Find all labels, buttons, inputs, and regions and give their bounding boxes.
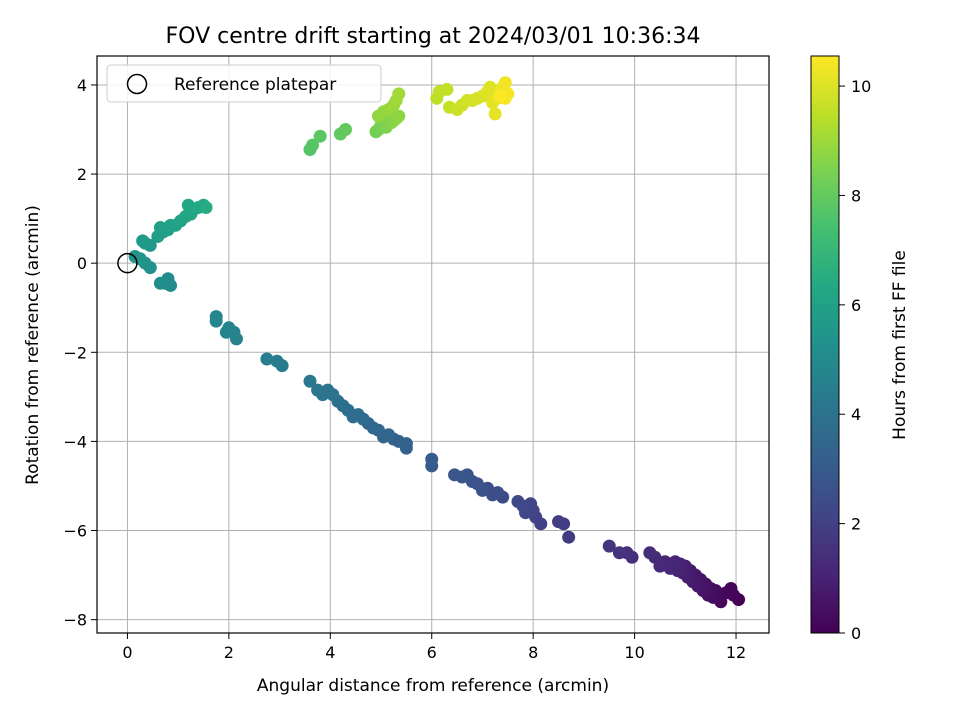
data-point <box>199 200 213 214</box>
data-point <box>303 374 317 388</box>
data-point <box>483 80 497 94</box>
data-point <box>488 107 502 121</box>
data-point <box>392 109 406 123</box>
data-point <box>209 310 223 324</box>
x-tick-label: 2 <box>224 643 234 662</box>
colorbar-label: Hours from first FF file <box>890 250 910 440</box>
data-point <box>313 129 327 143</box>
x-tick-label: 12 <box>726 643 746 662</box>
data-point <box>612 546 626 560</box>
colorbar-gradient <box>810 55 840 634</box>
data-point <box>448 468 462 482</box>
data-points <box>128 76 746 609</box>
colorbar-tick-label: 4 <box>851 405 861 424</box>
colorbar-tick-label: 10 <box>851 77 871 96</box>
y-axis-label: Rotation from reference (arcmin) <box>23 205 43 485</box>
y-tick-label: −6 <box>63 522 87 541</box>
colorbar-tick-label: 8 <box>851 186 861 205</box>
y-tick-label: −4 <box>63 432 87 451</box>
colorbar-tick-label: 2 <box>851 515 861 534</box>
data-point <box>440 82 454 96</box>
data-point <box>643 546 657 560</box>
data-point <box>153 276 167 290</box>
y-tick-label: −2 <box>63 343 87 362</box>
data-point <box>425 452 439 466</box>
y-tick-label: 0 <box>77 254 87 273</box>
legend-box <box>106 64 382 103</box>
x-tick-label: 0 <box>122 643 132 662</box>
x-tick-label: 8 <box>528 643 538 662</box>
legend-label: Reference platepar <box>174 75 336 95</box>
data-point <box>493 89 507 103</box>
plot-frame <box>96 55 770 634</box>
reference-marker <box>117 252 138 274</box>
chart-title: FOV centre drift starting at 2024/03/01 … <box>166 24 701 49</box>
data-point <box>219 325 233 339</box>
x-tick-label: 6 <box>427 643 437 662</box>
x-axis-label: Angular distance from reference (arcmin) <box>257 676 609 696</box>
data-point <box>602 539 616 553</box>
y-axis-ticks: −8 −6 −4 −2 0 2 4 <box>63 76 97 630</box>
data-point <box>260 352 274 366</box>
data-point <box>181 198 195 212</box>
data-point <box>136 234 150 248</box>
y-tick-label: −8 <box>63 611 87 630</box>
data-point <box>552 515 566 529</box>
colorbar-tick-label: 6 <box>851 296 861 315</box>
data-point <box>511 495 525 509</box>
grid-lines <box>97 56 769 633</box>
legend-reference-marker <box>126 73 148 95</box>
colorbar-ticks: 0 2 4 6 8 10 <box>839 77 871 643</box>
data-point <box>306 138 320 152</box>
data-point <box>270 354 284 368</box>
data-point <box>311 383 325 397</box>
data-point <box>498 76 512 90</box>
y-tick-label: 2 <box>77 165 87 184</box>
colorbar: 0 2 4 6 8 10 Hours from first FF file <box>810 55 910 643</box>
data-point <box>562 530 576 544</box>
data-point <box>392 87 406 101</box>
x-tick-label: 4 <box>325 643 335 662</box>
data-point <box>339 123 353 137</box>
legend: Reference platepar <box>106 64 382 103</box>
reference-marker-group <box>117 252 138 274</box>
y-tick-label: 4 <box>77 76 87 95</box>
x-tick-label: 10 <box>624 643 644 662</box>
colorbar-tick-label: 0 <box>851 624 861 643</box>
x-axis-ticks: 0 2 4 6 8 10 12 <box>122 633 746 662</box>
